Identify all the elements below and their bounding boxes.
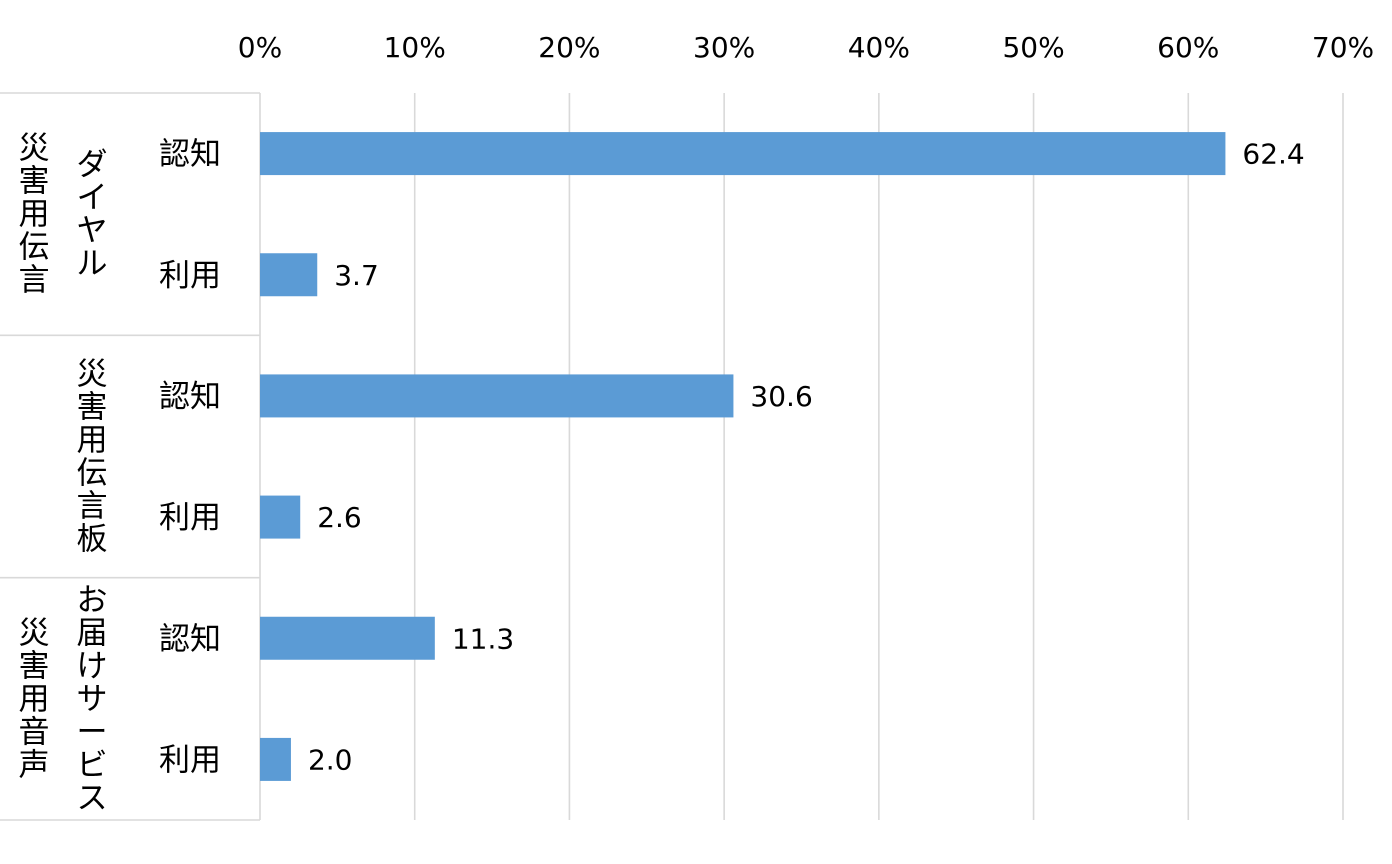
category-label: 認知 [159, 137, 221, 173]
gridlines [413, 93, 1344, 820]
group-label-char: 言 [77, 489, 108, 525]
group-label-char: 用 [19, 681, 50, 717]
x-tick-label: 70% [1312, 31, 1374, 64]
group-label-char: 災 [77, 357, 108, 393]
bar [260, 253, 318, 297]
group-label-char: 声 [19, 747, 50, 783]
group-label-char: ス [77, 780, 108, 816]
bar [260, 616, 435, 660]
x-tick-label: 20% [538, 31, 600, 64]
group-label-char: サ [77, 681, 108, 717]
group-label-char: ダ [77, 147, 108, 183]
data-label: 3.7 [334, 259, 379, 292]
x-tick-label: 40% [848, 31, 910, 64]
x-axis-tick-labels: 0% 10% 20% 30% 40% 50% 60% 70% [238, 31, 1374, 64]
x-tick-label: 30% [693, 31, 755, 64]
group-label-char: 用 [77, 423, 108, 459]
category-label: 認知 [159, 379, 221, 415]
data-labels: 62.4 3.7 30.6 2.6 11.3 2.0 [308, 138, 1305, 777]
category-label: 利用 [159, 742, 221, 778]
data-label: 2.6 [317, 501, 362, 534]
group-label-char: 災 [19, 131, 50, 167]
category-separators [0, 92, 261, 821]
category-label: 利用 [159, 500, 221, 536]
group-label-char: 害 [77, 390, 108, 426]
category-label: 利用 [159, 258, 221, 294]
group-label-char: 音 [19, 714, 50, 750]
bar [260, 737, 291, 781]
bar [260, 495, 301, 539]
data-label: 11.3 [452, 622, 514, 655]
data-label: 62.4 [1242, 138, 1304, 171]
data-label: 2.0 [308, 743, 353, 776]
group-label-char: け [77, 648, 108, 684]
x-tick-label: 10% [384, 31, 446, 64]
group-label-char: 伝 [77, 456, 108, 492]
group-label-char: ル [77, 246, 108, 282]
group-label-char: イ [77, 180, 108, 216]
x-tick-label: 0% [238, 31, 282, 64]
data-label: 30.6 [750, 380, 812, 413]
group-label-char: 用 [19, 197, 50, 233]
group-label-char: 害 [19, 648, 50, 684]
group-label-char: 板 [77, 522, 108, 558]
group-label-char: 言 [19, 263, 50, 299]
group-label-char: 伝 [19, 230, 50, 266]
group-label-char: ビ [77, 747, 108, 783]
group-label-char: ー [77, 714, 108, 750]
x-tick-label: 50% [1002, 31, 1064, 64]
group-label-char: 届 [77, 615, 108, 651]
group-label-char: ヤ [77, 213, 108, 249]
group-label-char: 害 [19, 164, 50, 200]
group-label-char: お [77, 582, 108, 618]
bars [260, 132, 1226, 781]
bar [260, 132, 1226, 176]
group-label-char: 災 [19, 615, 50, 651]
x-tick-label: 60% [1157, 31, 1219, 64]
bar [260, 374, 734, 418]
category-label: 認知 [159, 621, 221, 657]
